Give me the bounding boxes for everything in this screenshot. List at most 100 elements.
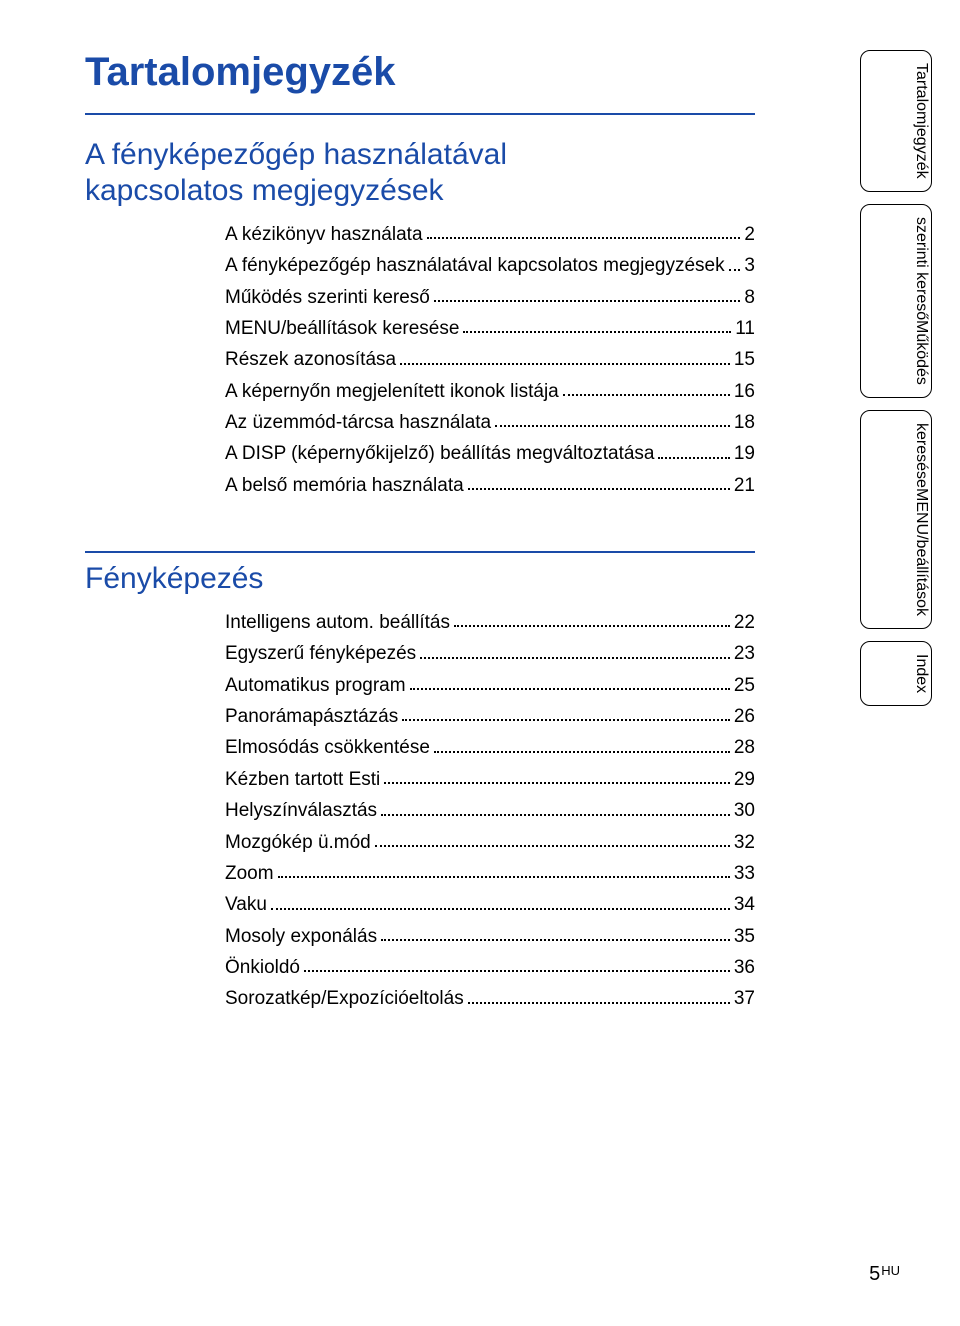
toc-dots	[381, 939, 730, 941]
toc-dots	[434, 300, 741, 302]
toc-label: Mozgókép ü.mód	[225, 827, 371, 858]
toc-label: Önkioldó	[225, 952, 300, 983]
toc-label: Részek azonosítása	[225, 344, 396, 375]
tab-label-a: Működés	[861, 320, 931, 385]
toc-dots	[563, 394, 730, 396]
toc-row[interactable]: Vaku34	[225, 889, 755, 920]
toc-dots	[468, 1002, 730, 1004]
toc-row[interactable]: Részek azonosítása 15	[225, 344, 755, 375]
tab-inner: keresése MENU/beállítások	[861, 423, 931, 616]
section-1-heading-line2: kapcsolatos megjegyzések	[85, 174, 444, 207]
tab-index[interactable]: Index	[860, 641, 932, 706]
toc-page: 32	[734, 827, 755, 858]
toc-label: Mosoly exponálás	[225, 921, 377, 952]
toc-page: 29	[734, 764, 755, 795]
tab-label-b: szerinti kereső	[861, 217, 931, 320]
toc-row[interactable]: A belső memória használata 21	[225, 470, 755, 501]
page-content: Tartalomjegyzék A fényképezőgép használa…	[0, 0, 960, 1015]
toc-row[interactable]: Intelligens autom. beállítás 22	[225, 607, 755, 638]
toc-label: A DISP (képernyőkijelző) beállítás megvá…	[225, 438, 654, 469]
toc-label: Egyszerű fényképezés	[225, 638, 416, 669]
toc-label: A képernyőn megjelenített ikonok listája	[225, 376, 559, 407]
side-tabs: Tartalomjegyzék szerinti kereső Működés …	[860, 50, 932, 706]
toc-list-2: Intelligens autom. beállítás 22 Egyszerű …	[85, 607, 755, 1014]
toc-label: Az üzemmód-tárcsa használata	[225, 407, 491, 438]
toc-row[interactable]: Önkioldó 36	[225, 952, 755, 983]
toc-dots	[454, 625, 730, 627]
toc-row[interactable]: Sorozatkép/Expozícióeltolás 37	[225, 983, 755, 1014]
section-rule	[85, 551, 755, 553]
title-rule	[85, 113, 755, 115]
toc-label: Intelligens autom. beállítás	[225, 607, 450, 638]
toc-dots	[658, 457, 729, 459]
toc-row[interactable]: Kézben tartott Esti 29	[225, 764, 755, 795]
tab-label: Index	[861, 654, 931, 693]
tab-menu-settings[interactable]: keresése MENU/beállítások	[860, 410, 932, 629]
toc-row[interactable]: Elmosódás csökkentése 28	[225, 732, 755, 763]
section-1-heading-line1: A fényképezőgép használatával	[85, 138, 507, 171]
toc-dots	[420, 657, 730, 659]
toc-page: 15	[734, 344, 755, 375]
toc-dots	[278, 876, 730, 878]
toc-page: 8	[744, 282, 755, 313]
toc-row[interactable]: Mosoly exponálás 35	[225, 921, 755, 952]
toc-row[interactable]: Zoom33	[225, 858, 755, 889]
toc-label: A belső memória használata	[225, 470, 464, 501]
toc-label: A fényképezőgép használatával kapcsolato…	[225, 250, 725, 281]
toc-page: 11	[735, 313, 755, 344]
toc-dots	[402, 719, 730, 721]
toc-dots	[729, 269, 741, 271]
toc-page: 16	[734, 376, 755, 407]
toc-label: Sorozatkép/Expozícióeltolás	[225, 983, 464, 1014]
toc-dots	[271, 908, 730, 910]
toc-label: Működés szerinti kereső	[225, 282, 430, 313]
section-1-heading: A fényképezőgép használatával kapcsolato…	[85, 137, 830, 209]
toc-label: Kézben tartott Esti	[225, 764, 380, 795]
toc-page: 26	[734, 701, 755, 732]
toc-page: 22	[734, 607, 755, 638]
toc-page: 35	[734, 921, 755, 952]
toc-page: 28	[734, 732, 755, 763]
toc-page: 34	[734, 889, 755, 920]
toc-label: A kézikönyv használata	[225, 219, 423, 250]
tab-label-a: MENU/beállítások	[861, 488, 931, 616]
toc-page: 19	[734, 438, 755, 469]
tab-label: Tartalomjegyzék	[861, 63, 931, 179]
toc-page: 18	[734, 407, 755, 438]
toc-dots	[381, 814, 730, 816]
toc-page: 23	[734, 638, 755, 669]
toc-row[interactable]: Automatikus program25	[225, 670, 755, 701]
tab-toc[interactable]: Tartalomjegyzék	[860, 50, 932, 192]
toc-row[interactable]: Mozgókép ü.mód 32	[225, 827, 755, 858]
toc-page: 37	[734, 983, 755, 1014]
toc-row[interactable]: A kézikönyv használata 2	[225, 219, 755, 250]
toc-row[interactable]: Működés szerinti kereső 8	[225, 282, 755, 313]
toc-page: 3	[744, 250, 755, 281]
toc-label: Elmosódás csökkentése	[225, 732, 430, 763]
page-lang: HU	[881, 1263, 900, 1278]
toc-page: 36	[734, 952, 755, 983]
toc-row[interactable]: A DISP (képernyőkijelző) beállítás megvá…	[225, 438, 755, 469]
toc-dots	[434, 751, 730, 753]
toc-dots	[468, 488, 730, 490]
toc-page: 21	[734, 470, 755, 501]
toc-row[interactable]: A képernyőn megjelenített ikonok listája…	[225, 376, 755, 407]
tab-label-b: keresése	[861, 423, 931, 488]
toc-dots	[410, 688, 730, 690]
toc-row[interactable]: Egyszerű fényképezés 23	[225, 638, 755, 669]
toc-page: 25	[734, 670, 755, 701]
toc-page: 2	[744, 219, 755, 250]
toc-dots	[304, 970, 730, 972]
section-1: A fényképezőgép használatával kapcsolato…	[85, 137, 830, 501]
toc-row[interactable]: Az üzemmód-tárcsa használata 18	[225, 407, 755, 438]
toc-dots	[427, 237, 741, 239]
toc-row[interactable]: MENU/beállítások keresése11	[225, 313, 755, 344]
toc-row[interactable]: Helyszínválasztás30	[225, 795, 755, 826]
toc-row[interactable]: Panorámapásztázás26	[225, 701, 755, 732]
toc-dots	[375, 845, 730, 847]
tab-operation-search[interactable]: szerinti kereső Működés	[860, 204, 932, 398]
section-2: Fényképezés Intelligens autom. beállítás…	[85, 551, 830, 1014]
toc-label: Zoom	[225, 858, 274, 889]
page-number: 5	[869, 1263, 880, 1285]
toc-row[interactable]: A fényképezőgép használatával kapcsolato…	[225, 250, 755, 281]
